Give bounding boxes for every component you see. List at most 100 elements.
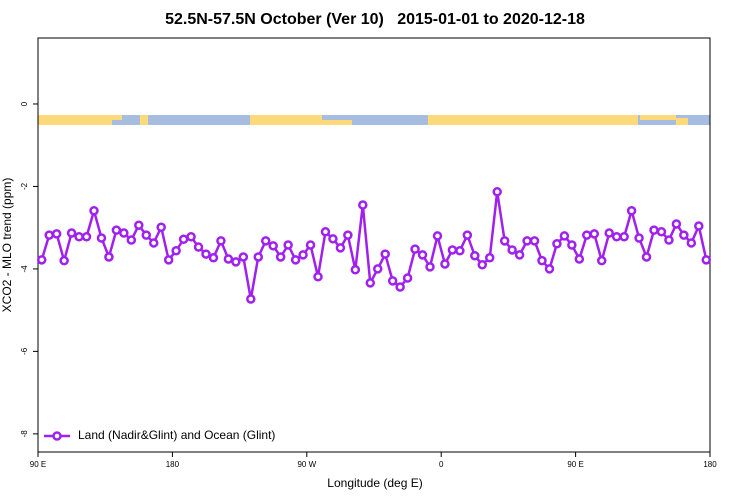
data-point [260, 236, 271, 246]
data-point [193, 242, 204, 252]
data-point [626, 206, 637, 216]
data-point [589, 229, 600, 239]
data-point [641, 252, 652, 262]
data-point [36, 255, 47, 265]
data-point [163, 255, 174, 265]
data-point [402, 273, 413, 283]
data-point [492, 187, 502, 197]
data-point [156, 222, 166, 233]
data-point [604, 228, 614, 238]
data-point [171, 246, 181, 256]
data-point [619, 232, 629, 242]
data-point [410, 244, 420, 254]
data-point [514, 250, 525, 260]
data-point [417, 250, 428, 260]
data-point [365, 278, 376, 288]
data-point [320, 227, 331, 237]
data-point [425, 262, 435, 272]
x-tick-label: 90 W [297, 460, 316, 469]
legend-label: Land (Nadir&Glint) and Ocean (Glint) [78, 428, 275, 442]
data-point [246, 294, 256, 304]
x-tick-label: 180 [703, 460, 717, 469]
x-tick-label: 180 [166, 460, 180, 469]
data-point [455, 246, 465, 256]
x-tick-label: 0 [439, 460, 444, 469]
data-point [81, 232, 92, 242]
y-tick-label: -8 [20, 430, 29, 438]
data-point [335, 243, 346, 253]
data-point [447, 245, 458, 255]
data-point [44, 230, 54, 240]
data-point [567, 240, 577, 250]
data-point [395, 282, 405, 292]
data-point [701, 255, 712, 265]
data-point [216, 236, 226, 246]
data-point [694, 221, 704, 231]
data-point [238, 252, 249, 262]
land-ocean-strip [38, 115, 710, 125]
y-tick-label: -6 [20, 347, 29, 355]
data-point [134, 220, 144, 230]
y-axis-label: XCO2 - MLO trend (ppm) [0, 178, 14, 313]
data-point [186, 232, 196, 242]
data-point [387, 276, 398, 286]
data-point [649, 225, 659, 235]
data-point [223, 254, 234, 264]
data-point [484, 253, 495, 263]
data-point [372, 264, 383, 274]
data-point [178, 234, 189, 244]
data-point [111, 225, 122, 235]
data-point [343, 230, 353, 240]
data-point [552, 239, 562, 249]
data-point [290, 255, 301, 265]
data-point [499, 236, 510, 246]
data-point [656, 227, 667, 237]
data-point [380, 249, 390, 259]
data-point [305, 240, 316, 250]
data-point [574, 254, 585, 264]
data-point [268, 241, 278, 251]
data-point [283, 240, 293, 250]
data-point [231, 257, 241, 267]
legend-marker [52, 431, 62, 441]
data-point [470, 250, 480, 261]
data-point [313, 272, 323, 282]
data-point [74, 232, 84, 242]
data-point [679, 230, 689, 240]
data-point [275, 252, 286, 262]
data-point [126, 235, 137, 245]
data-point [358, 200, 368, 210]
data-point [611, 232, 622, 242]
data-point [686, 238, 697, 248]
data-point [529, 236, 540, 246]
data-point [671, 219, 682, 229]
data-point [507, 245, 517, 255]
data-point [96, 233, 107, 243]
data-point [253, 252, 264, 262]
data-point [664, 235, 674, 245]
data-point [104, 252, 114, 262]
data-point [537, 255, 547, 266]
data-point [89, 206, 99, 216]
data-point [51, 229, 62, 239]
data-point [634, 233, 644, 243]
data-point [596, 255, 607, 266]
data-point [148, 238, 159, 248]
plot-frame [37, 37, 711, 453]
chart-title: 52.5N-57.5N October (Ver 10) 2015-01-01 … [165, 11, 585, 28]
data-point [477, 260, 488, 270]
data-point [462, 230, 473, 240]
data-point [208, 253, 219, 263]
data-point [432, 231, 443, 241]
data-point [582, 230, 592, 240]
data-point [141, 230, 152, 240]
data-point [328, 234, 338, 244]
y-tick-label: -4 [20, 265, 29, 273]
x-axis-label: Longitude (deg E) [327, 476, 422, 490]
y-tick-label: -2 [20, 182, 29, 190]
data-point [544, 264, 555, 274]
y-tick-label: 0 [20, 101, 29, 106]
data-point [59, 255, 69, 266]
x-tick-label: 90 E [567, 460, 583, 469]
